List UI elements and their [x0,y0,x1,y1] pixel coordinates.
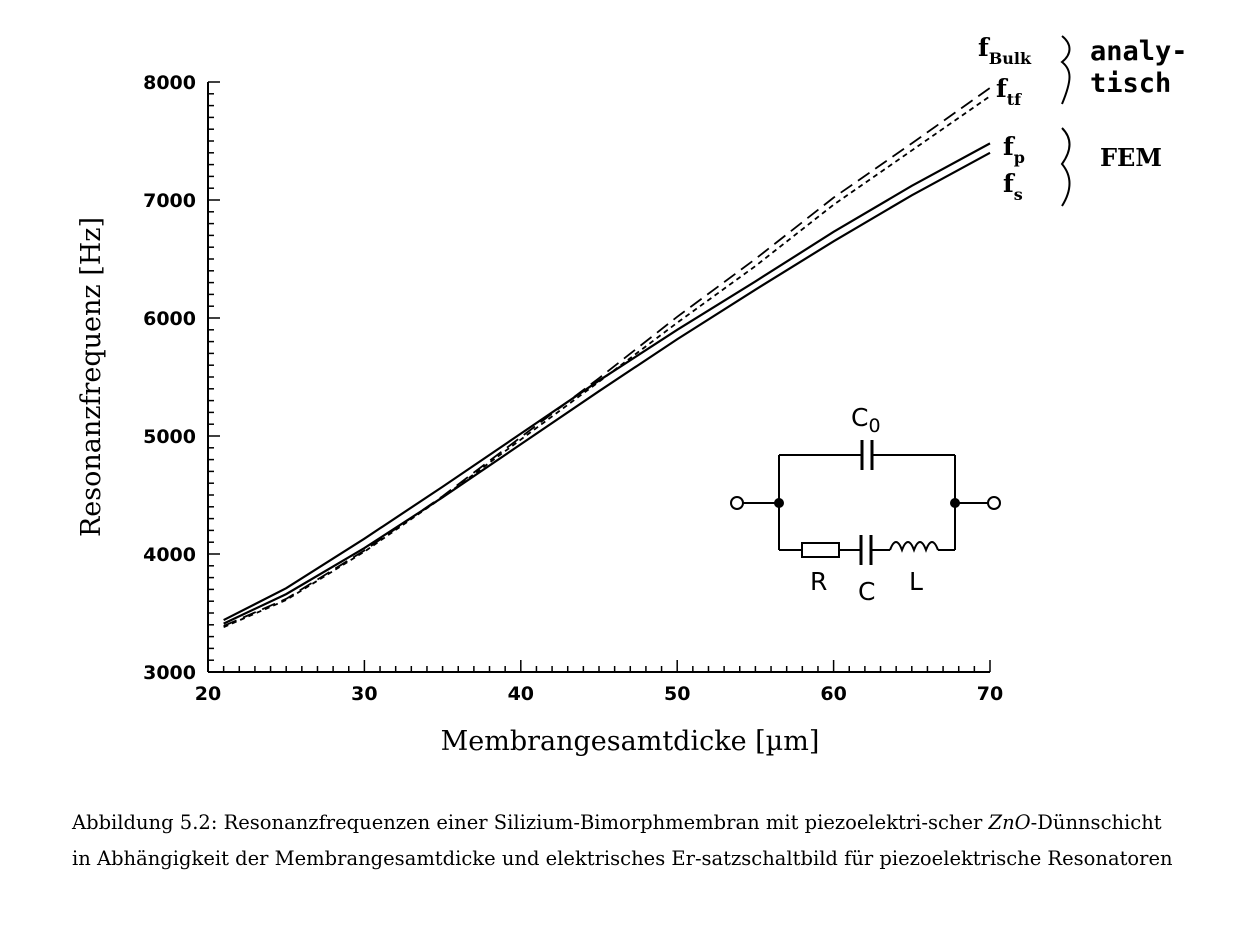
y-tick-label: 8000 [143,72,196,94]
label-f-s: fs [1003,169,1023,204]
resonance-chart: 20 30 40 50 60 70 3000 4000 5000 6000 7000 8000 Mem… [76,33,1188,757]
ticks [207,81,991,673]
caption-suffix: -Dünnschicht in Abhängigkeit der Membran… [72,811,1173,870]
terminal-right [987,496,1001,510]
brace-fem [1060,127,1071,207]
equivalent-circuit [730,440,1001,565]
x-tick-label: 30 [351,683,377,705]
label-f-tf: ftf [996,74,1022,109]
terminal-left [730,496,744,510]
group-label-analytic-1: analy- [1090,36,1188,67]
x-axis-label: Membrangesamtdicke [µm] [441,726,820,757]
label-f-bulk: fBulk [978,33,1032,68]
inductor-l [889,541,939,553]
y-axis-label: Resonanzfrequenz [Hz] [76,217,107,537]
label-c: C [858,577,875,606]
label-l: L [909,567,923,596]
series-line-f-bulk [223,87,991,627]
group-label-analytic-2: tisch [1090,68,1171,99]
label-c0: C0 [851,403,881,437]
series-line-f-s [223,151,991,625]
brace-analytic [1060,35,1071,105]
series-layer [223,87,991,628]
x-tick-label: 20 [195,683,221,705]
label-f-p: fp [1003,132,1025,167]
x-tick-label: 40 [508,683,534,705]
figure-caption: Abbildung 5.2: Resonanzfrequenzen einer … [72,805,1182,877]
y-tick-label: 7000 [143,190,196,212]
x-tick-label: 50 [664,683,690,705]
y-tick-label: 5000 [143,426,196,448]
y-tick-label: 4000 [143,544,196,566]
series-line-f-p [223,142,991,622]
y-tick-label: 3000 [143,662,196,684]
caption-prefix: Abbildung 5.2: Resonanzfrequenzen einer … [72,811,989,834]
resistor-r [801,542,840,558]
axes: 20 30 40 50 60 70 3000 4000 5000 6000 7000 8000 [143,72,1003,705]
caption-italic: ZnO [988,811,1031,834]
x-tick-label: 60 [820,683,846,705]
tick-labels: 20 30 40 50 60 70 3000 4000 5000 6000 7000 8000 [143,72,1003,705]
series-line-f-tf [223,95,991,628]
group-label-fem: FEM [1100,143,1162,172]
series-annotations: fBulk ftf fp fs analy- tisch FEM [978,33,1188,207]
x-tick-label: 70 [977,683,1003,705]
y-tick-label: 6000 [143,308,196,330]
label-r: R [810,567,827,596]
